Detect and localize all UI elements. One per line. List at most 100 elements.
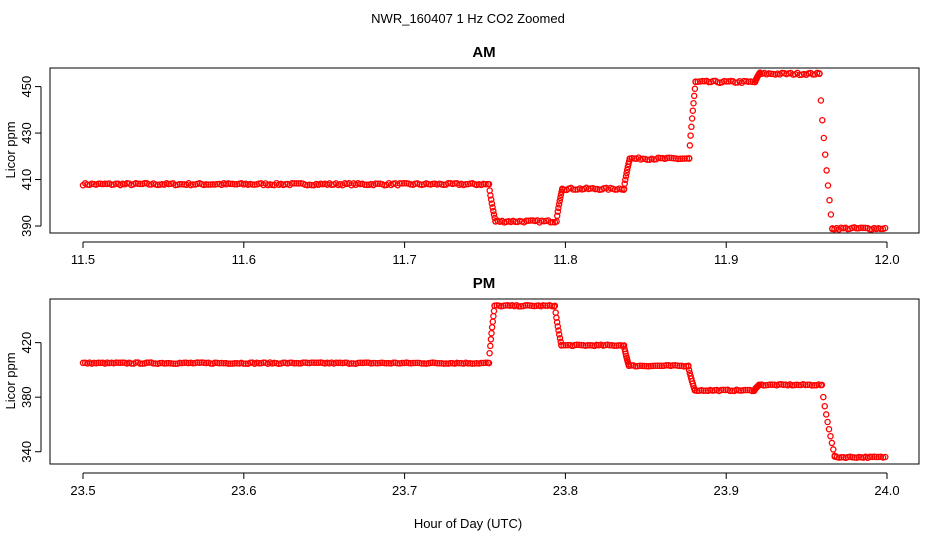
am-data-point xyxy=(622,176,629,184)
pm-data-point xyxy=(486,349,493,357)
am-data-point xyxy=(670,155,677,162)
pm-data-point xyxy=(464,360,472,367)
am-data-point xyxy=(487,192,494,199)
pm-data-point xyxy=(227,360,234,367)
pm-data-point xyxy=(150,360,157,367)
pm-data-point xyxy=(654,362,661,370)
pm-data-point xyxy=(558,341,565,349)
x-axis-label: Hour of Day (UTC) xyxy=(414,516,522,531)
am-data-point xyxy=(487,196,495,203)
am-data-point xyxy=(591,185,599,193)
pm-data-point xyxy=(643,362,650,370)
am-data-point xyxy=(202,181,210,188)
pm-plot-area xyxy=(49,298,920,465)
pm-data-point xyxy=(293,359,300,367)
pm-data-point xyxy=(825,425,833,433)
pm-data-point xyxy=(488,329,495,337)
am-data-point xyxy=(231,180,239,188)
am-data-point xyxy=(490,211,498,218)
pm-data-point xyxy=(726,387,734,395)
am-data-point xyxy=(685,155,693,162)
am-data-point xyxy=(681,155,688,162)
pm-data-point xyxy=(389,359,397,367)
pm-data-point xyxy=(828,439,836,447)
pm-data-point xyxy=(821,402,828,410)
am-x-tick-label: 11.8 xyxy=(553,252,577,267)
am-data-point xyxy=(679,155,686,162)
pm-data-point xyxy=(810,382,818,389)
pm-data-point xyxy=(242,360,250,367)
am-data-point xyxy=(630,155,638,162)
pm-data-point xyxy=(420,360,428,367)
pm-data-point xyxy=(299,359,307,366)
pm-data-point xyxy=(649,362,657,370)
pm-data-point xyxy=(356,359,364,366)
am-data-point xyxy=(688,115,696,122)
am-data-point xyxy=(372,180,379,187)
pm-x-tick-label: 23.9 xyxy=(714,483,739,498)
pm-data-point xyxy=(156,359,164,367)
am-data-point xyxy=(689,107,697,114)
pm-x-tick-label: 23.6 xyxy=(231,483,256,498)
am-data-point xyxy=(189,181,197,188)
pm-data-point xyxy=(584,341,592,349)
am-data-point xyxy=(687,132,694,139)
am-data-point xyxy=(859,224,867,232)
am-data-point xyxy=(108,181,115,188)
am-y-tick-label: 390 xyxy=(19,215,34,237)
pm-data-point xyxy=(414,359,421,367)
am-data-point xyxy=(490,207,497,215)
pm-data-point xyxy=(490,307,498,315)
pm-data-point xyxy=(720,386,727,394)
pm-data-point xyxy=(702,387,710,394)
pm-data-point xyxy=(290,360,298,367)
pm-data-point xyxy=(145,359,153,366)
pm-data-point xyxy=(169,360,177,367)
pm-data-point xyxy=(455,359,463,367)
pm-data-point xyxy=(610,342,618,349)
am-data-point xyxy=(288,180,296,187)
pm-data-point xyxy=(163,360,170,367)
pm-data-point xyxy=(220,359,228,367)
pm-data-point xyxy=(310,359,318,366)
pm-data-point xyxy=(722,386,729,394)
pm-y-axis-label: Licor ppm xyxy=(3,352,18,409)
am-x-tick-label: 11.7 xyxy=(392,252,416,267)
pm-data-point xyxy=(555,327,562,334)
am-data-point xyxy=(444,179,452,187)
pm-data-point xyxy=(370,359,377,367)
am-data-point xyxy=(205,181,212,188)
pm-data-point xyxy=(224,360,232,367)
pm-y-tick-label: 340 xyxy=(19,441,34,463)
pm-data-point xyxy=(882,453,889,461)
am-data-point xyxy=(95,180,102,187)
pm-data-point xyxy=(762,381,770,389)
am-axes: 11.5 11.6 11.7 11.8 11.9 12.0 390 410 430 450 xyxy=(19,76,900,267)
am-data-point xyxy=(555,201,563,208)
pm-data-point xyxy=(766,381,774,388)
pm-data-point xyxy=(334,359,342,367)
am-data-point xyxy=(624,163,632,171)
am-data-point xyxy=(213,180,221,188)
am-data-point xyxy=(400,179,408,187)
am-data-point xyxy=(295,180,302,187)
pm-data-point xyxy=(875,453,882,461)
am-data-point xyxy=(663,154,671,162)
pm-data-point xyxy=(827,432,834,440)
pm-data-point xyxy=(866,453,874,460)
am-data-point xyxy=(361,181,368,188)
pm-data-point xyxy=(658,362,666,370)
pm-data-point xyxy=(820,393,827,401)
am-data-point xyxy=(657,154,664,162)
am-data-point xyxy=(819,116,826,124)
pm-data-point xyxy=(851,454,858,461)
pm-x-tick-label: 24.0 xyxy=(874,483,899,498)
pm-data-point xyxy=(830,446,837,453)
am-data-points xyxy=(79,69,889,233)
pm-data-point xyxy=(381,359,388,367)
pm-data-point xyxy=(350,360,357,367)
pm-data-point xyxy=(775,381,783,388)
pm-data-point xyxy=(769,381,776,388)
pm-data-point xyxy=(308,359,316,366)
pm-data-point xyxy=(176,359,184,367)
